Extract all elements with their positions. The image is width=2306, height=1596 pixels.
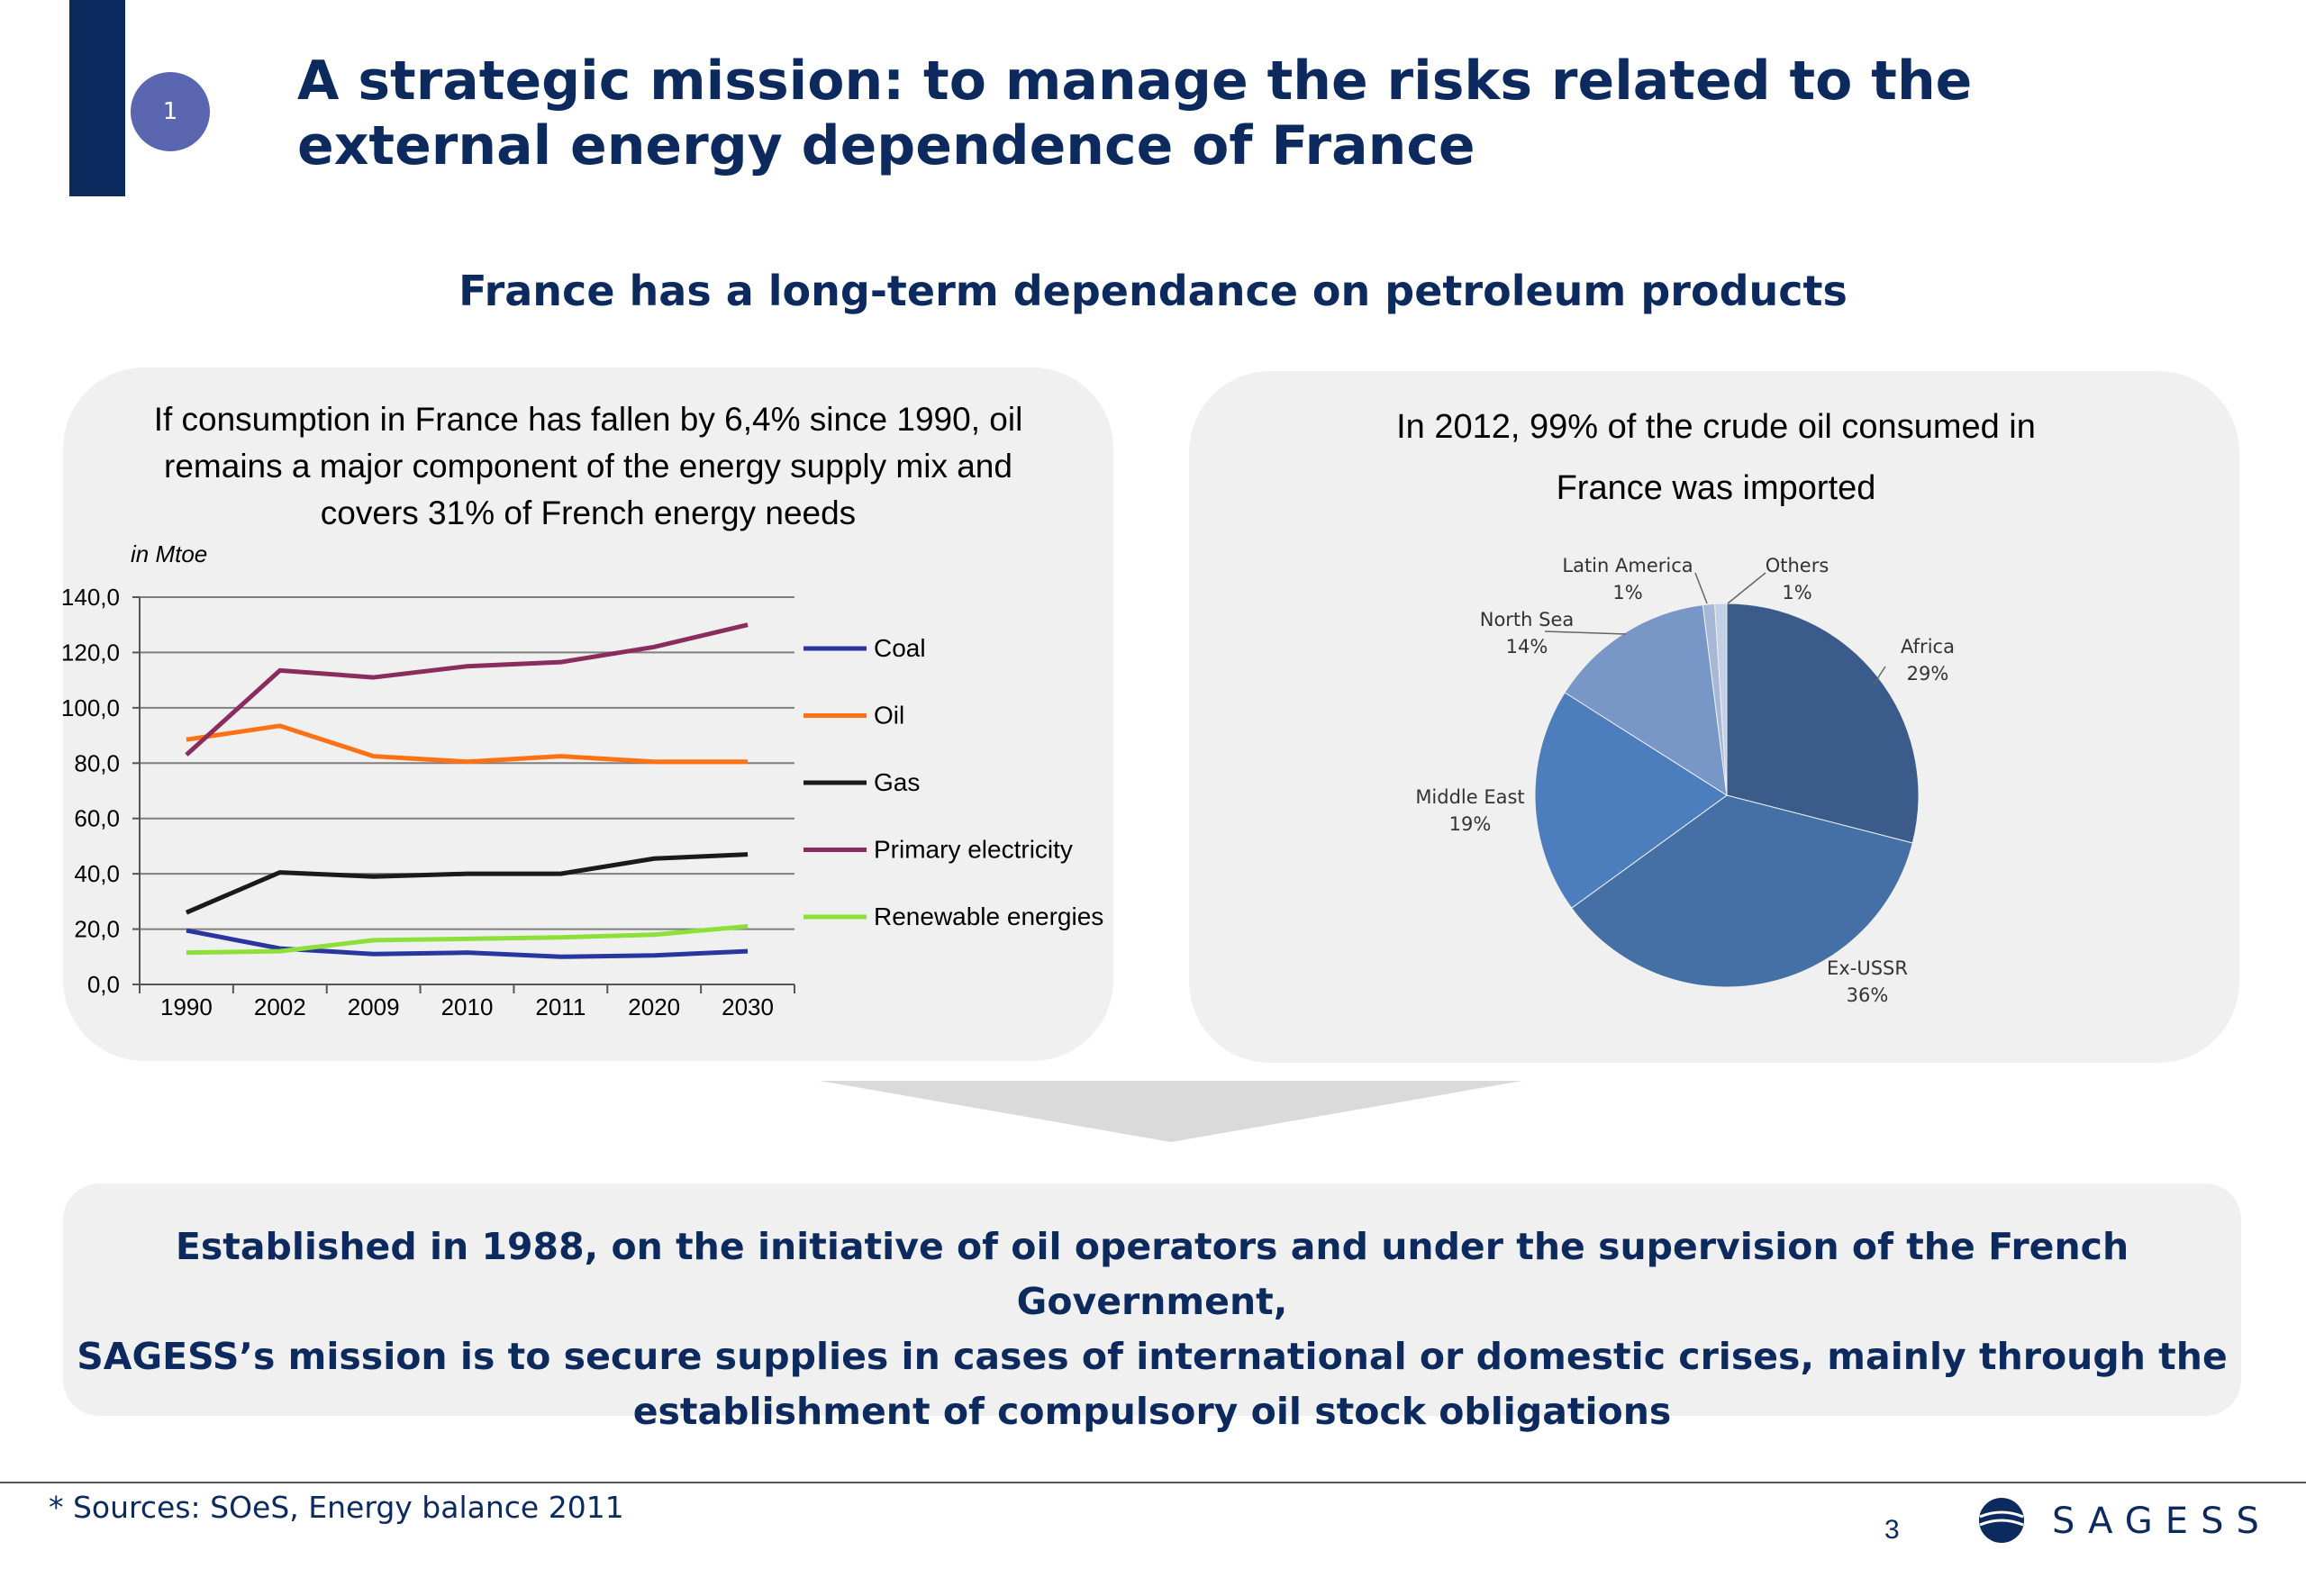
pie-slice-middle-east bbox=[1534, 692, 1728, 909]
pie-value-label: 14% bbox=[1506, 636, 1548, 657]
pie-value-label: 1% bbox=[1612, 582, 1642, 603]
x-tick-label: 2030 bbox=[722, 993, 774, 1020]
series-line-primary-electricity bbox=[185, 622, 749, 757]
pie-leader-line bbox=[1544, 630, 1627, 635]
pie-value-label: 29% bbox=[1907, 663, 1949, 685]
pie-value-label: 19% bbox=[1449, 813, 1492, 835]
consumption-panel bbox=[63, 367, 1113, 1061]
page-subtitle: France has a long-term dependance on pet… bbox=[458, 267, 1848, 315]
y-tick-label: 120,0 bbox=[61, 639, 120, 666]
x-tick-label: 2011 bbox=[535, 993, 586, 1020]
mission-statement: Established in 1988, on the initiative o… bbox=[63, 1220, 2241, 1439]
pie-leader-line bbox=[1727, 572, 1766, 604]
crude-imports-pie-chart: Africa 29% Ex-USSR 36% Middle East 19% North S… bbox=[1415, 555, 1955, 1006]
sagess-logo: SAGESS bbox=[1979, 1498, 2266, 1543]
logo-wordmark: SAGESS bbox=[2052, 1501, 2266, 1542]
legend-label: Renewable energies bbox=[874, 902, 1103, 930]
legend-label: Coal bbox=[874, 634, 926, 662]
series-line-renewable-energies bbox=[186, 924, 749, 956]
imports-text-line2: France was imported bbox=[1556, 469, 1876, 507]
x-tick-label: 2009 bbox=[348, 993, 400, 1020]
y-tick-label: 80,0 bbox=[74, 749, 120, 776]
y-tick-label: 100,0 bbox=[61, 694, 120, 721]
consumption-text-line1: If consumption in France has fallen by 6… bbox=[153, 401, 1023, 438]
mission-line3: establishment of compulsory oil stock ob… bbox=[632, 1390, 1672, 1433]
pie-leader-line bbox=[1873, 666, 1886, 685]
x-tick-label: 2002 bbox=[254, 993, 306, 1020]
pie-label: Africa bbox=[1901, 636, 1955, 657]
consumption-text-line2: remains a major component of the energy … bbox=[164, 448, 1012, 485]
section-number-badge: 1 bbox=[131, 72, 210, 151]
imports-panel-text: In 2012, 99% of the crude oil consumed i… bbox=[1288, 396, 2144, 519]
x-tick-label: 2020 bbox=[628, 993, 680, 1020]
footer-divider bbox=[0, 1482, 2306, 1483]
legend-label: Oil bbox=[874, 702, 904, 730]
pie-slice-north-sea bbox=[1564, 604, 1728, 796]
page-title-line2: external energy dependence of France bbox=[297, 114, 1475, 177]
legend-label: Gas bbox=[874, 768, 920, 796]
x-tick-label: 1990 bbox=[160, 993, 213, 1020]
series-line-coal bbox=[186, 928, 749, 959]
pie-value-label: 36% bbox=[1847, 984, 1889, 1006]
globe-icon bbox=[1979, 1498, 2024, 1543]
series-line-gas bbox=[185, 852, 749, 915]
pie-slice-others bbox=[1714, 603, 1728, 796]
y-tick-label: 60,0 bbox=[74, 805, 120, 832]
down-arrow-shape bbox=[820, 1081, 1522, 1142]
y-tick-label: 20,0 bbox=[74, 916, 120, 943]
imports-text-line1: In 2012, 99% of the crude oil consumed i… bbox=[1396, 408, 2036, 446]
pie-label: Others bbox=[1766, 555, 1829, 576]
page-title: A strategic mission: to manage the risks… bbox=[297, 49, 2099, 178]
consumption-text-line3: covers 31% of French energy needs bbox=[320, 494, 857, 531]
header-accent-bar bbox=[69, 0, 125, 196]
x-tick-label: 2010 bbox=[441, 993, 494, 1020]
pie-label: North Sea bbox=[1480, 609, 1575, 630]
pie-label: Latin America bbox=[1562, 555, 1693, 576]
series-line-oil bbox=[186, 723, 749, 765]
consumption-panel-text: If consumption in France has fallen by 6… bbox=[108, 396, 1068, 537]
chart-unit-label: in Mtoe bbox=[131, 540, 208, 567]
source-note: * Sources: SOeS, Energy balance 2011 bbox=[49, 1490, 624, 1525]
pie-label: Ex-USSR bbox=[1827, 957, 1908, 979]
page-number: 3 bbox=[1884, 1515, 1900, 1545]
energy-mix-line-chart: 0,0 20,0 40,0 60,0 80,0 100,0 120,0 140,0 1990 20… bbox=[61, 584, 1103, 1020]
pie-label: Middle East bbox=[1415, 786, 1524, 808]
mission-line1: Established in 1988, on the initiative o… bbox=[175, 1225, 2129, 1323]
y-tick-label: 140,0 bbox=[61, 584, 120, 611]
legend-label: Primary electricity bbox=[874, 836, 1073, 864]
y-tick-label: 40,0 bbox=[74, 860, 120, 887]
mission-panel bbox=[63, 1183, 2241, 1416]
pie-leader-line bbox=[1694, 572, 1708, 604]
page-title-line1: A strategic mission: to manage the risks… bbox=[297, 50, 1973, 113]
y-tick-label: 0,0 bbox=[87, 971, 120, 998]
pie-slice-ex-ussr bbox=[1570, 794, 1913, 988]
mission-line2: SAGESS’s mission is to secure supplies i… bbox=[77, 1335, 2228, 1378]
pie-value-label: 1% bbox=[1782, 582, 1811, 603]
